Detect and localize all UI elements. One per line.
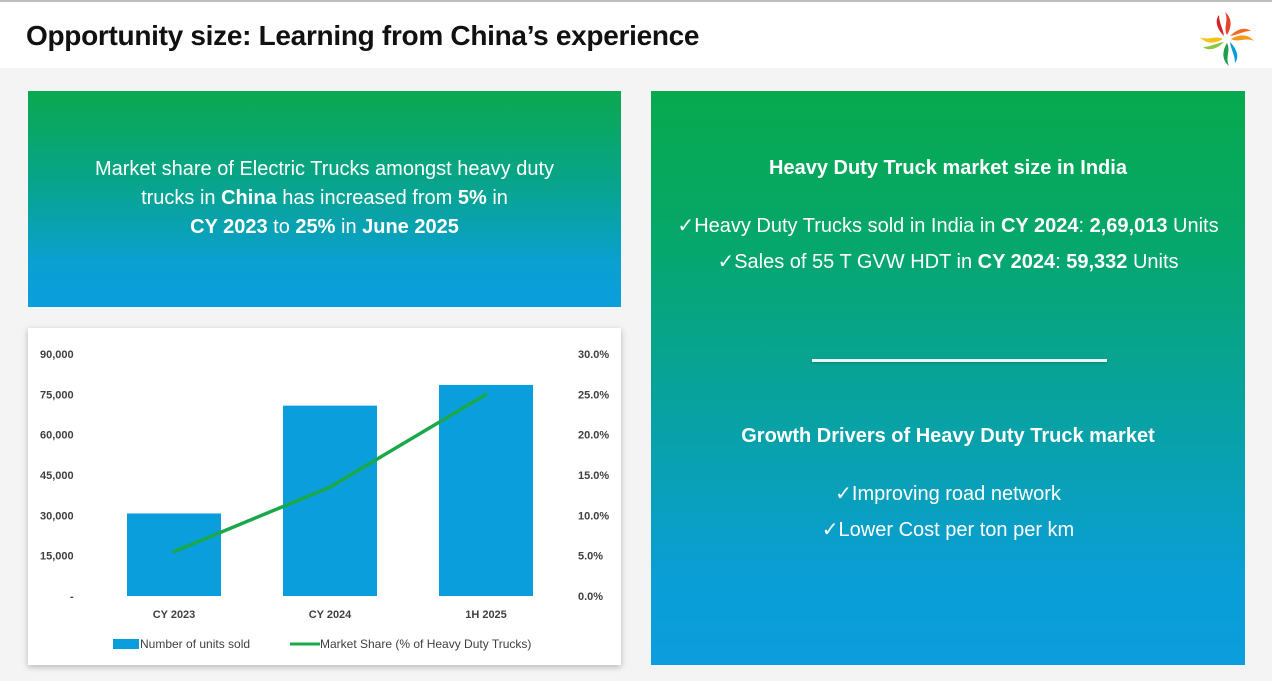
x-category-label: 1H 2025 (465, 609, 507, 621)
text-bold-units: 59,332 (1066, 251, 1128, 273)
bar-units-sold (127, 513, 221, 596)
combo-chart: - 15,000 30,000 45,000 60,000 75,000 90,000 0.0… (40, 349, 609, 651)
text-segment: Sales of 55 T GVW HDT in (734, 251, 978, 273)
text-segment: : (1078, 215, 1090, 237)
text-segment: to (267, 216, 296, 238)
y-right-tick-label: 15.0% (578, 470, 609, 482)
header: Opportunity size: Learning from China’s … (0, 2, 1272, 68)
page-title: Opportunity size: Learning from China’s … (26, 20, 700, 51)
check-icon: ✓ (717, 251, 735, 273)
text-bold-cy2024: CY 2024 (977, 251, 1056, 273)
growth-driver-item: ✓Improving road network (651, 481, 1245, 506)
y-left-tick-label: 90,000 (40, 349, 74, 361)
y-left-tick-label: 15,000 (40, 551, 74, 563)
growth-driver-item: ✓Lower Cost per ton per km (651, 517, 1245, 542)
check-icon: ✓ (835, 483, 852, 505)
text-bold-5pct: 5% (457, 187, 487, 209)
legend-swatch-bar (113, 639, 139, 649)
china-market-share-text: Market share of Electric Trucks amongst … (78, 155, 571, 242)
y-left-tick-label: 45,000 (40, 470, 74, 482)
india-market-panel: Heavy Duty Truck market size in India ✓H… (651, 91, 1245, 665)
text-bold-25pct: 25% (295, 216, 336, 238)
y-left-tick-label: - (70, 591, 74, 603)
section-divider (812, 359, 1107, 362)
bar-units-sold (439, 384, 533, 596)
line-market-share (172, 392, 488, 554)
check-icon: ✓ (677, 215, 695, 237)
y-right-tick-label: 30.0% (578, 349, 609, 361)
x-category-label: CY 2023 (153, 609, 196, 621)
chart-card: - 15,000 30,000 45,000 60,000 75,000 90,000 0.0… (28, 328, 621, 665)
gvw-hdt-sales-item: ✓Sales of 55 T GVW HDT in CY 2024: 59,33… (651, 249, 1245, 274)
y-right-tick-label: 25.0% (578, 389, 609, 401)
text-bold-cy2024: CY 2024 (1000, 215, 1079, 237)
text-segment: Units (1167, 215, 1219, 237)
text-segment: Units (1127, 251, 1179, 273)
y-left-tick-label: 75,000 (40, 389, 74, 401)
text-bold-units: 2,69,013 (1089, 215, 1168, 237)
text-bold-cy2023: CY 2023 (190, 216, 268, 238)
logo-icon (1200, 12, 1254, 66)
y-right-tick-label: 0.0% (578, 591, 603, 603)
growth-driver-text: Lower Cost per ton per km (838, 519, 1075, 541)
top-rule (0, 0, 1272, 2)
india-market-heading: Heavy Duty Truck market size in India (769, 157, 1127, 179)
y-right-tick-label: 5.0% (578, 551, 603, 563)
text-segment: Heavy Duty Trucks sold in India in (694, 215, 1001, 237)
text-segment: in (335, 216, 363, 238)
text-bold-june2025: June 2025 (362, 216, 459, 238)
x-category-label: CY 2024 (309, 609, 352, 621)
y-left-tick-label: 60,000 (40, 430, 74, 442)
y-right-tick-label: 10.0% (578, 510, 609, 522)
text-segment: Market share of Electric Trucks amongst … (94, 158, 555, 209)
y-left-tick-label: 30,000 (40, 510, 74, 522)
growth-drivers-heading: Growth Drivers of Heavy Duty Truck marke… (741, 425, 1155, 447)
text-segment: has increased from (276, 187, 458, 209)
legend-label-bar: Number of units sold (140, 637, 250, 651)
text-bold-china: China (221, 187, 277, 209)
china-market-share-panel: Market share of Electric Trucks amongst … (28, 91, 621, 307)
legend-label-line: Market Share (% of Heavy Duty Trucks) (320, 637, 531, 651)
check-icon: ✓ (821, 519, 839, 541)
india-hdt-sales-item: ✓Heavy Duty Trucks sold in India in CY 2… (651, 213, 1245, 238)
y-right-tick-label: 20.0% (578, 430, 609, 442)
growth-driver-text: Improving road network (851, 483, 1061, 505)
text-segment: in (486, 187, 508, 209)
text-segment: : (1055, 251, 1067, 273)
